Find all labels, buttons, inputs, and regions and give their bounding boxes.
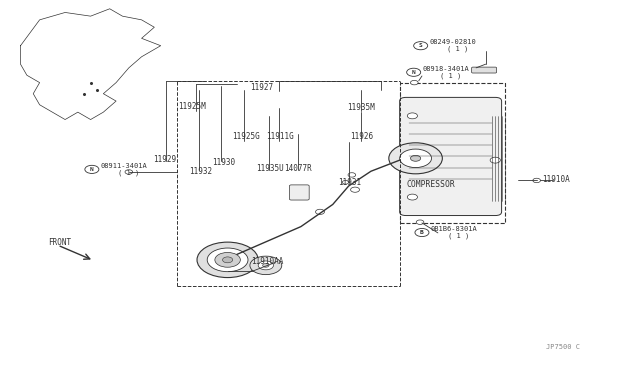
- Text: 11932: 11932: [189, 167, 212, 176]
- Circle shape: [533, 178, 540, 183]
- Text: 11930: 11930: [212, 157, 235, 167]
- Text: 11935U: 11935U: [256, 164, 284, 173]
- Text: S: S: [419, 43, 422, 48]
- Text: 0B1B6-8301A
    ( 1 ): 0B1B6-8301A ( 1 ): [431, 226, 477, 239]
- Text: 14077R: 14077R: [284, 164, 312, 173]
- Circle shape: [125, 170, 132, 174]
- Circle shape: [406, 68, 420, 76]
- Circle shape: [490, 157, 500, 163]
- Circle shape: [410, 155, 420, 161]
- Circle shape: [416, 220, 424, 224]
- Circle shape: [197, 242, 258, 278]
- Text: 11911G: 11911G: [266, 132, 294, 141]
- Circle shape: [351, 187, 360, 192]
- Circle shape: [223, 268, 233, 274]
- Circle shape: [85, 165, 99, 173]
- Circle shape: [207, 248, 248, 272]
- Text: 11927: 11927: [250, 83, 273, 92]
- Circle shape: [215, 253, 241, 267]
- Text: B: B: [420, 230, 424, 235]
- Text: 11935M: 11935M: [348, 103, 375, 112]
- Text: 11931: 11931: [338, 178, 361, 187]
- Circle shape: [410, 80, 418, 85]
- Circle shape: [407, 194, 417, 200]
- Text: 11925G: 11925G: [232, 132, 260, 141]
- Circle shape: [258, 261, 273, 270]
- Text: N: N: [90, 167, 93, 172]
- Circle shape: [415, 228, 429, 237]
- Text: 11910A: 11910A: [541, 175, 570, 184]
- Circle shape: [399, 149, 431, 167]
- Circle shape: [389, 143, 442, 174]
- FancyBboxPatch shape: [472, 67, 497, 73]
- Circle shape: [262, 263, 269, 267]
- Circle shape: [250, 256, 282, 275]
- FancyBboxPatch shape: [289, 185, 309, 200]
- Text: 11929: 11929: [153, 155, 176, 164]
- FancyBboxPatch shape: [399, 97, 502, 215]
- Text: 11925M: 11925M: [179, 102, 206, 111]
- FancyBboxPatch shape: [399, 83, 505, 223]
- Text: FRONT: FRONT: [48, 238, 71, 247]
- Text: 11910AA: 11910AA: [251, 257, 284, 266]
- Circle shape: [407, 113, 417, 119]
- Text: 11926: 11926: [351, 132, 374, 141]
- Text: JP7500 C: JP7500 C: [546, 344, 580, 350]
- Circle shape: [223, 257, 233, 263]
- Text: 08249-02810
    ( 1 ): 08249-02810 ( 1 ): [429, 39, 476, 52]
- Text: 08918-3401A
    ( 1 ): 08918-3401A ( 1 ): [422, 65, 469, 79]
- Text: 08911-3401A
    ( 1 ): 08911-3401A ( 1 ): [100, 163, 148, 176]
- Circle shape: [413, 42, 428, 50]
- Circle shape: [316, 209, 324, 214]
- Text: COMPRESSOR: COMPRESSOR: [406, 180, 455, 189]
- Circle shape: [348, 173, 356, 177]
- Text: N: N: [412, 70, 415, 75]
- Circle shape: [342, 180, 349, 184]
